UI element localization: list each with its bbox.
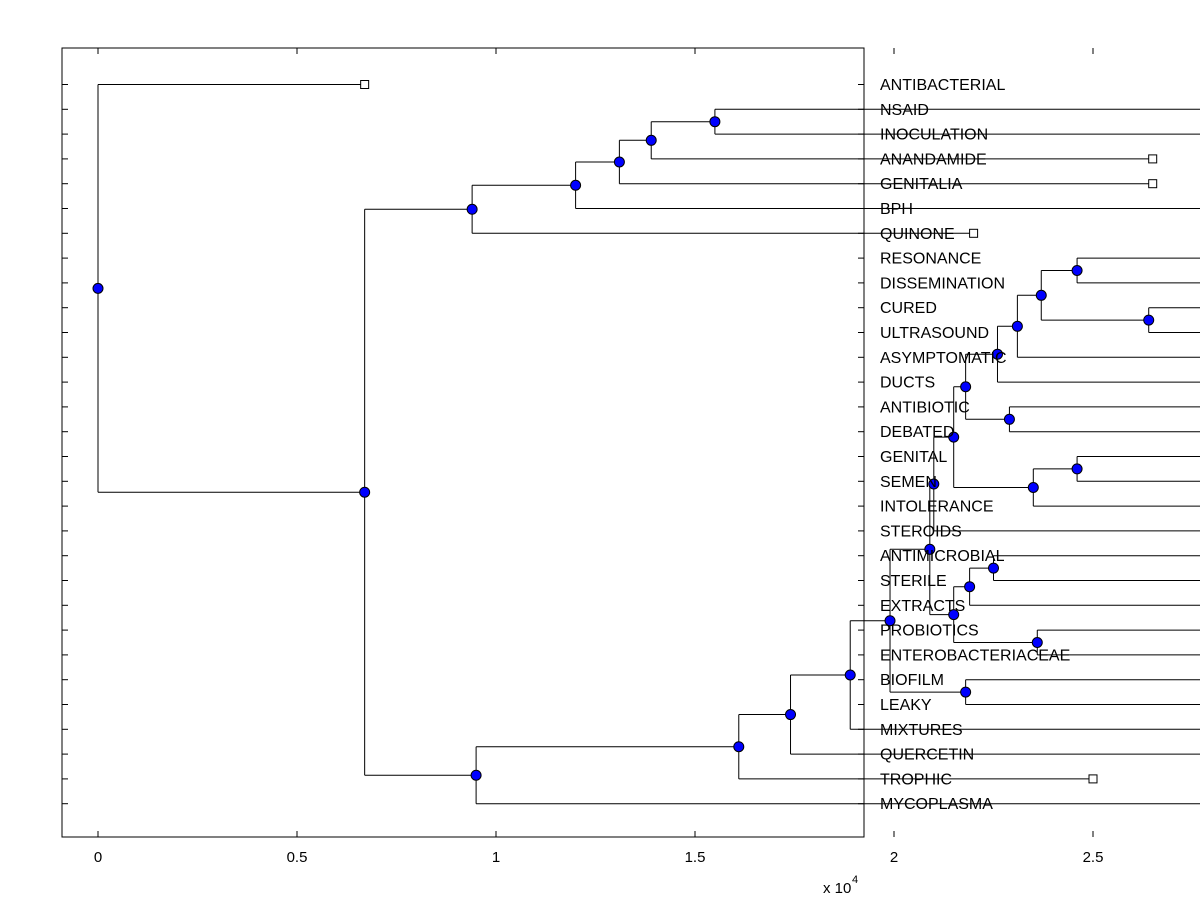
leaf-label: ULTRASOUND	[880, 325, 989, 342]
internal-node-marker	[1027, 482, 1039, 493]
leaf-marker	[1148, 179, 1158, 189]
leaf-label: STEROIDS	[880, 523, 962, 540]
leaf-label: ASYMPTOMATIC	[880, 350, 1007, 367]
internal-node-marker	[1071, 463, 1083, 475]
leaf-marker	[1088, 774, 1098, 784]
internal-node-marker	[1143, 314, 1155, 326]
leaf-label: ANANDAMIDE	[880, 151, 987, 168]
internal-node-marker	[785, 709, 797, 721]
leaf-marker	[360, 80, 370, 89]
internal-node-marker	[613, 156, 625, 168]
internal-node-marker	[92, 282, 104, 294]
leaf-label: RESONANCE	[880, 251, 981, 268]
leaf-label: BIOFILM	[880, 672, 944, 689]
leaf-label: LEAKY	[880, 697, 932, 714]
internal-node-marker	[470, 769, 482, 781]
leaf-label: PROBIOTICS	[880, 623, 979, 640]
x-tick-label: 2	[890, 849, 898, 866]
x-multiplier-exponent: 4	[852, 874, 858, 886]
leaf-label: CURED	[880, 300, 937, 317]
internal-node-marker	[964, 581, 976, 593]
leaf-marker	[969, 228, 979, 238]
leaf-label: ENTEROBACTERIACEAE	[880, 647, 1070, 664]
x-tick-label: 2.5	[1083, 849, 1104, 866]
leaf-label: GENITALIA	[880, 176, 963, 193]
leaf-label: EXTRACTS	[880, 598, 965, 615]
leaf-label: BPH	[880, 201, 913, 218]
leaf-labels: ANTIBACTERIAL NSAID INOCULATION ANANDAMIDE G…	[880, 77, 1070, 813]
internal-node-marker	[884, 615, 896, 627]
internal-node-marker	[1003, 413, 1015, 425]
internal-node-marker	[924, 543, 936, 555]
leaf-label: MYCOPLASMA	[880, 796, 993, 813]
internal-node-marker	[1071, 265, 1083, 276]
plot-area-frame	[61, 47, 865, 838]
internal-node-marker	[733, 741, 745, 753]
leaf-label: INOCULATION	[880, 127, 988, 144]
internal-node-marker	[645, 134, 657, 146]
internal-node-marker	[570, 179, 582, 191]
internal-node-marker	[1011, 320, 1023, 332]
leaf-label: DUCTS	[880, 375, 935, 392]
x-tick-label: 1.5	[685, 849, 706, 866]
leaf-label: GENITAL	[880, 449, 947, 466]
leaf-label: MIXTURES	[880, 722, 963, 739]
x-tick-label: 0	[94, 849, 102, 866]
dendrogram-nodes	[92, 80, 1158, 784]
leaf-marker	[1148, 154, 1158, 164]
internal-node-marker	[960, 381, 972, 393]
leaf-label: SEMEN	[880, 474, 937, 491]
internal-node-marker	[928, 478, 940, 490]
internal-node-marker	[1031, 637, 1043, 648]
leaf-label: ANTIMICROBIAL	[880, 548, 1005, 565]
leaf-label: DISSEMINATION	[880, 275, 1005, 292]
internal-node-marker	[988, 562, 999, 574]
leaf-label: NSAID	[880, 102, 929, 119]
x-multiplier-label: x 10	[823, 880, 851, 897]
internal-node-marker	[1035, 289, 1047, 301]
internal-node-marker	[948, 609, 960, 621]
leaf-label: TROPHIC	[880, 771, 952, 788]
leaf-label: ANTIBACTERIAL	[880, 77, 1005, 94]
internal-node-marker	[359, 486, 371, 498]
leaf-label: QUERCETIN	[880, 747, 974, 764]
x-tick-label: 0.5	[287, 849, 308, 866]
leaf-label: ANTIBIOTIC	[880, 399, 970, 416]
leaf-label: INTOLERANCE	[880, 499, 994, 516]
internal-node-marker	[709, 116, 721, 128]
x-tick-label: 1	[492, 849, 500, 866]
leaf-label: QUINONE	[880, 226, 955, 243]
internal-node-marker	[991, 348, 1003, 360]
internal-node-marker	[466, 203, 478, 215]
internal-node-marker	[960, 686, 972, 698]
axis-ticks: 00.511.522.533.5	[62, 48, 1104, 866]
leaf-label: DEBATED	[880, 424, 954, 441]
internal-node-marker	[844, 669, 856, 681]
internal-node-marker	[948, 431, 960, 443]
leaf-label: STERILE	[880, 573, 947, 590]
